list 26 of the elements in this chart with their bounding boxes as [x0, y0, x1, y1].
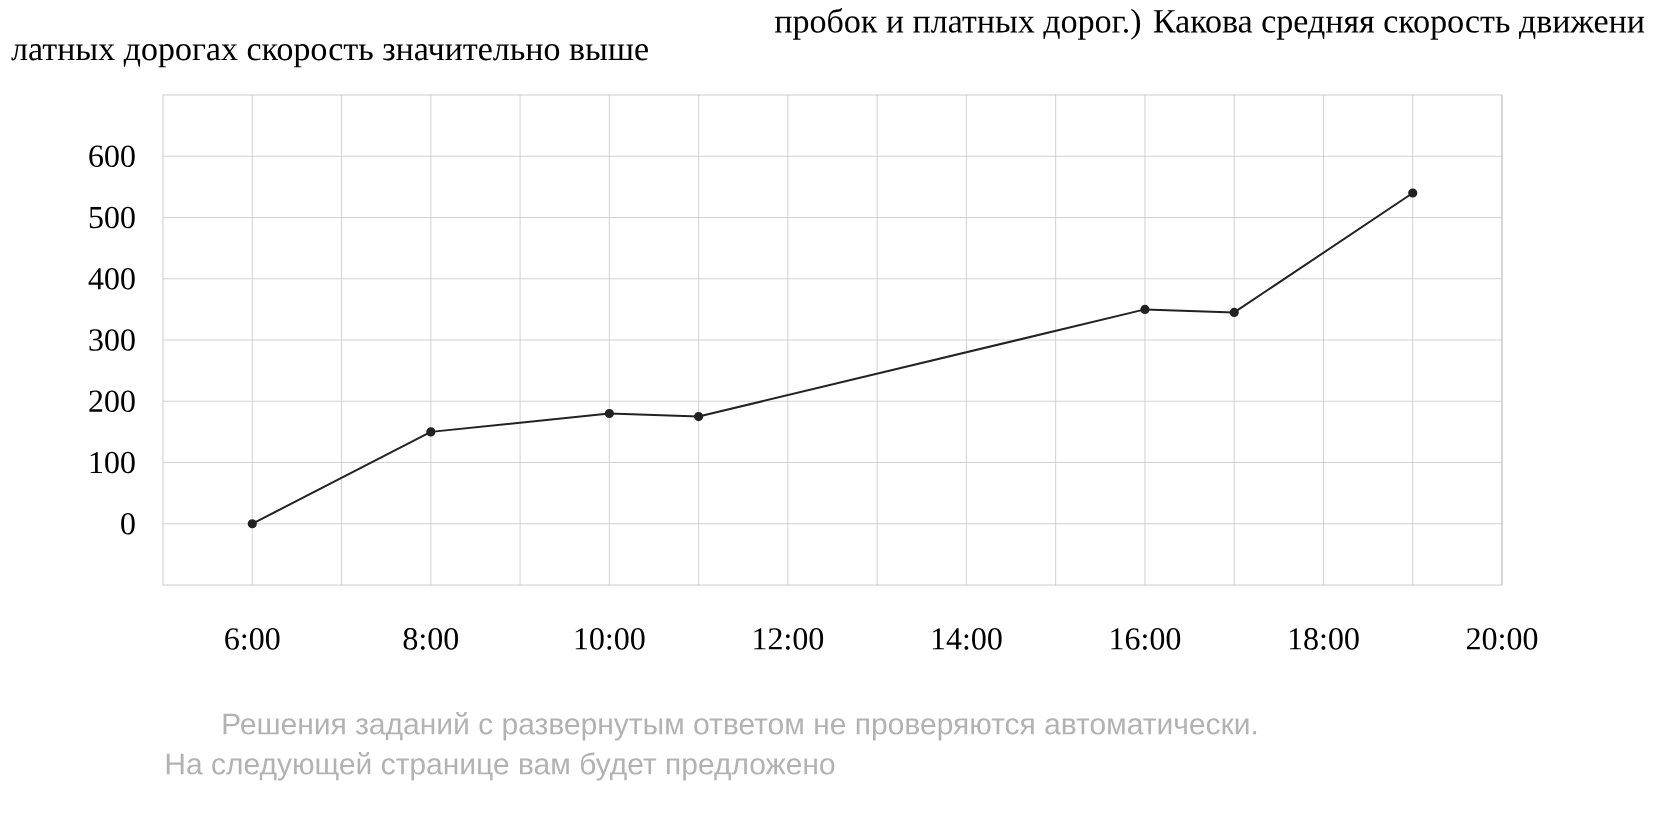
point: [247, 519, 257, 529]
x-tick-label: 20:00: [1466, 628, 1538, 650]
y-tick-label: 600: [89, 145, 135, 168]
y-tick-label: 300: [89, 329, 135, 351]
y-tick-label: 500: [89, 206, 135, 229]
x-tick-label: 10:00: [575, 628, 645, 650]
point: [426, 427, 436, 437]
x-tick-label: 12:00: [754, 628, 824, 650]
y-tick-label: 0: [121, 512, 135, 535]
x-tick-label: 16:00: [1111, 628, 1181, 650]
point: [1408, 188, 1418, 198]
point: [1140, 304, 1150, 314]
text: пробок и платных дорог.) Какова средняя скорость движени: [774, 8, 1645, 40]
point: [694, 411, 704, 422]
y-tick-label: 100: [90, 451, 135, 474]
point: [1229, 307, 1239, 318]
text: На следующей странице вам будет предложено: [166, 752, 835, 781]
x-tick-label: 6:00: [225, 628, 280, 650]
point: [604, 408, 614, 419]
text: Решения заданий с развернутым ответом не проверяются автоматически.: [223, 712, 1257, 741]
y-tick-label: 200: [89, 390, 135, 413]
x-tick-label: 18:00: [1289, 628, 1359, 650]
y-tick-label: 400: [88, 267, 135, 290]
x-tick-label: 8:00: [403, 628, 459, 650]
text: латных дорогах скорость значительно выше: [11, 44, 648, 68]
x-tick-label: 14:00: [932, 628, 1002, 650]
